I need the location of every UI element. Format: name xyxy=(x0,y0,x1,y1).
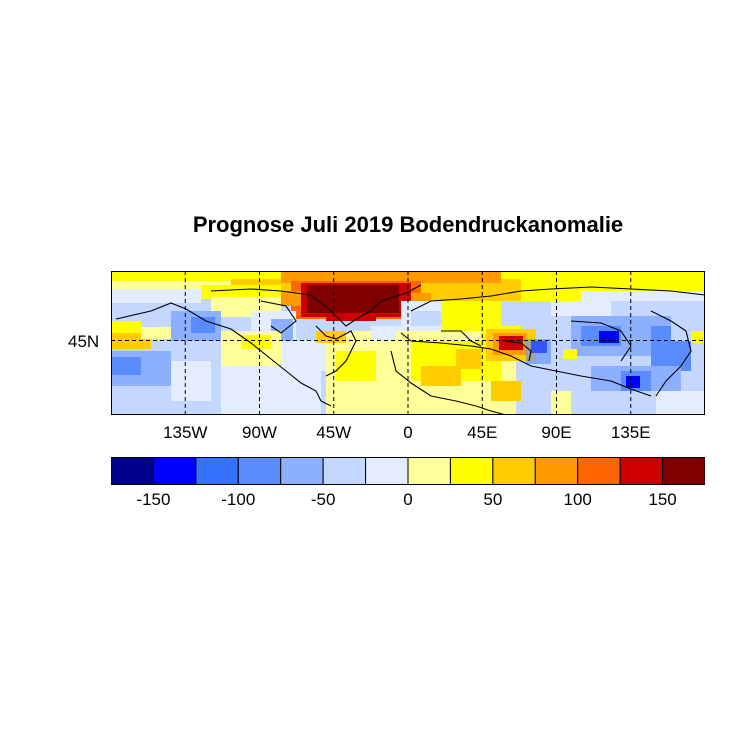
colorbar-tick-label: 150 xyxy=(648,490,677,509)
lon-tick-label: 45W xyxy=(316,423,352,442)
lon-tick-label: 135W xyxy=(163,423,208,442)
colorbar-bin xyxy=(492,457,536,485)
colorbar-bins xyxy=(110,457,706,485)
map-frame xyxy=(111,271,705,415)
colorbar-bin xyxy=(365,457,409,485)
coastlines xyxy=(115,284,705,415)
chart-title: Prognose Juli 2019 Bodendruckanomalie xyxy=(192,212,624,237)
map-canvas xyxy=(111,271,705,415)
colorbar-tick-label: -50 xyxy=(310,490,336,509)
colorbar-bin xyxy=(195,457,239,485)
lon-tick-label: 45E xyxy=(467,423,498,442)
colorbar-bin xyxy=(237,457,282,485)
lon-tick-label: 90W xyxy=(242,423,277,442)
anomaly-field xyxy=(111,271,705,415)
lon-tick-label: 0 xyxy=(403,423,413,442)
colorbar-bin xyxy=(110,457,154,485)
colorbar-bin xyxy=(577,457,621,485)
colorbar-bin xyxy=(619,457,664,485)
colorbar-tick-label: 0 xyxy=(403,490,413,509)
colorbar-tick-label: 50 xyxy=(483,490,503,509)
colorbar-bin xyxy=(322,457,367,485)
colorbar-tick-label: -150 xyxy=(136,490,171,509)
colorbar-bin xyxy=(534,457,579,485)
lon-tick-label: 90E xyxy=(541,423,572,442)
colorbar-bin xyxy=(662,457,706,485)
anomaly-map xyxy=(111,271,705,415)
colorbar-tick-label: 100 xyxy=(563,490,592,509)
gridlines xyxy=(111,271,705,415)
colorbar-tick-label: -100 xyxy=(221,490,256,509)
lat-tick-label: 45N xyxy=(68,331,100,351)
colorbar-bin xyxy=(407,457,451,485)
colorbar-bin xyxy=(280,457,324,485)
colorbar-bin xyxy=(449,457,494,485)
colorbar xyxy=(110,457,706,485)
lon-tick-label: 135E xyxy=(610,423,651,442)
colorbar-bin xyxy=(152,457,197,485)
